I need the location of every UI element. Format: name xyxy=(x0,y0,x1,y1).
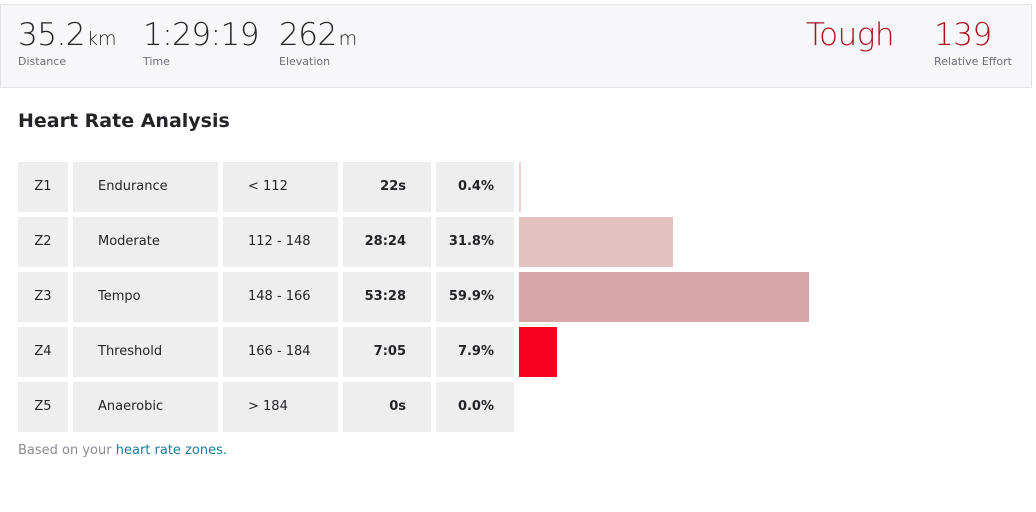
zone-time: 53:28 xyxy=(343,272,431,322)
zone-zone: Z5 xyxy=(18,382,68,432)
zone-time: 22s xyxy=(343,162,431,212)
zone-name: Endurance xyxy=(73,162,218,212)
zone-zone: Z1 xyxy=(18,162,68,212)
stat-unit: km xyxy=(87,28,117,50)
section-title: Heart Rate Analysis xyxy=(18,110,230,132)
zone-bar xyxy=(519,217,673,267)
zone-zone: Z3 xyxy=(18,272,68,322)
stat-value: 262 xyxy=(279,17,337,53)
stat-value: 1:29:19 xyxy=(143,17,260,53)
zone-percent-label: 59.9% xyxy=(436,272,514,322)
zone-time: 28:24 xyxy=(343,217,431,267)
zone-range: 166 - 184 xyxy=(223,327,338,377)
zone-range: < 112 xyxy=(223,162,338,212)
zone-bar xyxy=(519,327,558,377)
effort-value: 139 xyxy=(934,17,992,53)
zones-link[interactable]: heart rate zones. xyxy=(115,443,227,458)
zone-range: > 184 xyxy=(223,382,338,432)
summary-header: 35.2 km Distance 1:29:19 Time 262 m Elevation… xyxy=(0,4,1032,88)
zone-name: Moderate xyxy=(73,217,218,267)
stat: 35.2 km Distance xyxy=(18,17,117,68)
zone-zone: Z2 xyxy=(18,217,68,267)
effort-label: Relative Effort xyxy=(934,55,1012,68)
zone-percent-label: 31.8% xyxy=(436,217,514,267)
stat: 1:29:19 Time xyxy=(143,17,260,68)
effort-level: Tough xyxy=(806,17,895,53)
footer-text: Based on your xyxy=(18,443,112,458)
zone-range: 112 - 148 xyxy=(223,217,338,267)
stat-unit: m xyxy=(338,28,358,50)
stat-label: Distance xyxy=(18,55,67,68)
zone-percent-label: 7.9% xyxy=(436,327,514,377)
stat-label: Elevation xyxy=(279,55,331,68)
footer: Based on your heart rate zones. xyxy=(18,443,227,458)
zone-time: 0s xyxy=(343,382,431,432)
stat: 262 m Elevation xyxy=(279,17,357,68)
zone-time: 7:05 xyxy=(343,327,431,377)
zone-range: 148 - 166 xyxy=(223,272,338,322)
effort: 139 Relative Effort xyxy=(934,17,1012,68)
zone-bar xyxy=(519,272,809,322)
stat-label: Time xyxy=(143,55,170,68)
stat-value: 35.2 xyxy=(18,17,86,53)
zone-zone: Z4 xyxy=(18,327,68,377)
zone-name: Threshold xyxy=(73,327,218,377)
zone-percent-label: 0.0% xyxy=(436,382,514,432)
zone-name: Tempo xyxy=(73,272,218,322)
zone-bar xyxy=(519,162,521,212)
zone-name: Anaerobic xyxy=(73,382,218,432)
zone-percent-label: 0.4% xyxy=(436,162,514,212)
